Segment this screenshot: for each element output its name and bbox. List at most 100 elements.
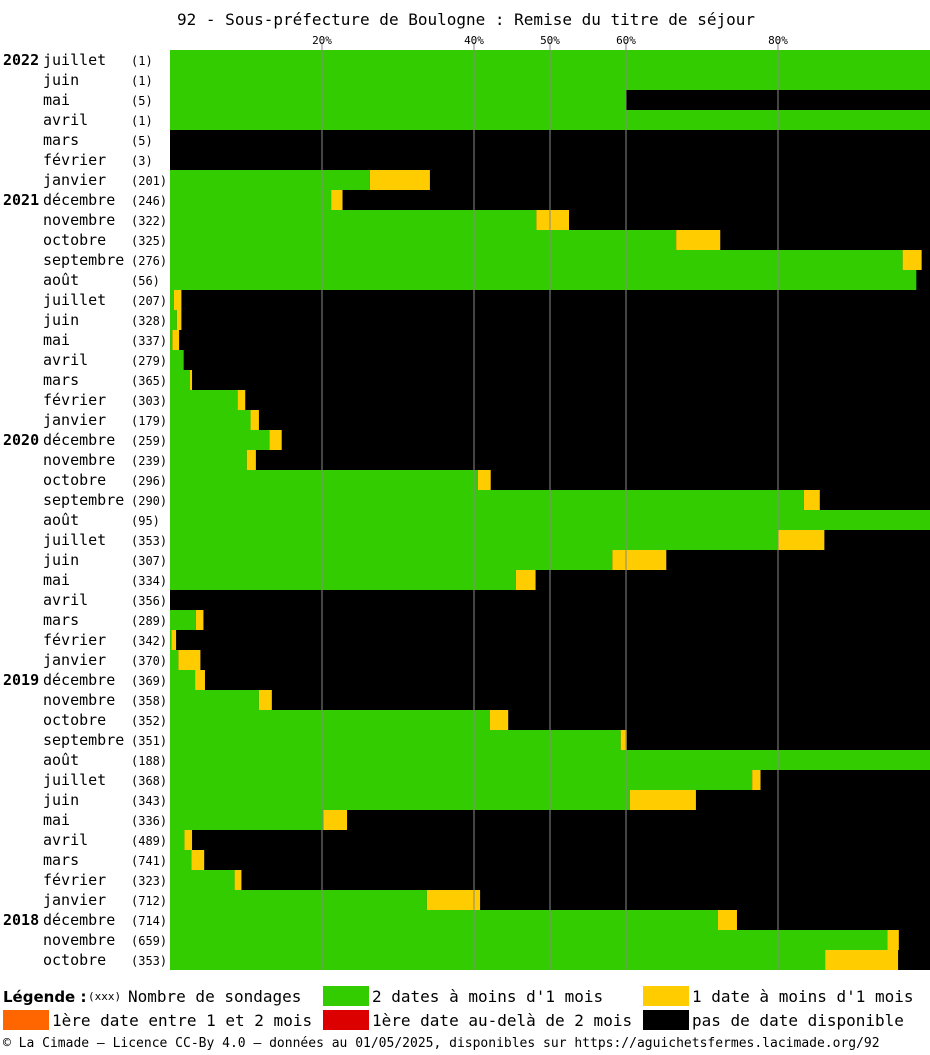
- count-label: (279): [131, 354, 167, 368]
- count-label: (370): [131, 654, 167, 668]
- month-label: décembre: [43, 671, 115, 689]
- count-label: (712): [131, 894, 167, 908]
- count-label: (3): [131, 154, 153, 168]
- month-label: avril: [43, 351, 88, 369]
- bar-green: [170, 570, 516, 590]
- bar-yellow: [620, 730, 627, 750]
- bar-green: [170, 890, 427, 910]
- month-label: mars: [43, 131, 79, 149]
- bar-yellow: [234, 870, 242, 890]
- bar-green: [170, 910, 718, 930]
- bar-yellow: [612, 550, 667, 570]
- month-label: septembre: [43, 251, 124, 269]
- count-label: (369): [131, 674, 167, 688]
- count-label: (358): [131, 694, 167, 708]
- bar-yellow: [323, 810, 348, 830]
- month-label: novembre: [43, 451, 115, 469]
- count-label: (289): [131, 614, 167, 628]
- legend-orange-label: 1ère date entre 1 et 2 mois: [52, 1011, 313, 1030]
- legend-black-label: pas de date disponible: [692, 1011, 904, 1030]
- month-label: mai: [43, 571, 70, 589]
- month-label: octobre: [43, 231, 106, 249]
- bar-green: [170, 810, 324, 830]
- year-label: 2020: [3, 431, 39, 449]
- count-label: (5): [131, 94, 153, 108]
- year-label: 2021: [3, 191, 39, 209]
- month-label: août: [43, 751, 79, 769]
- month-label: février: [43, 871, 106, 889]
- legend-count-label: Nombre de sondages: [128, 987, 302, 1006]
- legend-title: Légende :: [3, 988, 87, 1006]
- month-label: juillet: [43, 51, 106, 69]
- legend-green-swatch: [323, 986, 369, 1006]
- month-label: avril: [43, 591, 88, 609]
- bar-green: [170, 330, 173, 350]
- bar-yellow: [195, 670, 205, 690]
- legend-red-swatch: [323, 1010, 369, 1030]
- bar-green: [170, 310, 177, 330]
- bar-yellow: [246, 450, 256, 470]
- bar-yellow: [489, 710, 509, 730]
- count-label: (259): [131, 434, 167, 448]
- x-tick-label: 80%: [768, 34, 788, 47]
- bar-green: [170, 370, 190, 390]
- bar-yellow: [477, 470, 491, 490]
- count-label: (356): [131, 594, 167, 608]
- count-label: (290): [131, 494, 167, 508]
- count-label: (1): [131, 54, 153, 68]
- bar-yellow: [237, 390, 246, 410]
- count-label: (307): [131, 554, 167, 568]
- legend-row-1: Légende : (xxx) Nombre de sondages 2 dat…: [0, 986, 930, 1008]
- bar-yellow: [178, 650, 201, 670]
- bar-green: [170, 90, 626, 110]
- month-label: août: [43, 271, 79, 289]
- bar-green: [170, 650, 179, 670]
- month-label: juillet: [43, 531, 106, 549]
- month-label: mars: [43, 371, 79, 389]
- month-label: octobre: [43, 471, 106, 489]
- month-label: avril: [43, 831, 88, 849]
- month-label: janvier: [43, 891, 106, 909]
- month-label: janvier: [43, 171, 106, 189]
- bar-yellow: [195, 610, 204, 630]
- bar-yellow: [536, 210, 569, 230]
- count-label: (343): [131, 794, 167, 808]
- month-label: septembre: [43, 731, 124, 749]
- count-label: (207): [131, 294, 167, 308]
- bar-yellow: [250, 410, 259, 430]
- chart-svg: 92 - Sous-préfecture de Boulogne : Remis…: [3, 10, 930, 970]
- bar-green: [170, 390, 238, 410]
- month-label: juillet: [43, 291, 106, 309]
- count-label: (351): [131, 734, 167, 748]
- bar-green: [170, 470, 478, 490]
- month-label: février: [43, 631, 106, 649]
- legend-green-label: 2 dates à moins d'1 mois: [372, 987, 604, 1006]
- bar-green: [170, 550, 613, 570]
- x-tick-label: 60%: [616, 34, 636, 47]
- legend-black-swatch: [643, 1010, 689, 1030]
- x-tick-label: 50%: [540, 34, 560, 47]
- bar-green: [170, 230, 677, 250]
- bar-green: [170, 850, 192, 870]
- bar-yellow: [902, 250, 922, 270]
- legend-orange-swatch: [3, 1010, 49, 1030]
- month-label: juin: [43, 551, 79, 569]
- bar-green: [170, 250, 903, 270]
- count-label: (303): [131, 394, 167, 408]
- bar-green: [170, 730, 621, 750]
- bar-yellow: [426, 890, 481, 910]
- bar-green: [170, 290, 174, 310]
- bar-yellow: [676, 230, 721, 250]
- bar-green: [170, 870, 235, 890]
- month-label: février: [43, 151, 106, 169]
- count-label: (95): [131, 514, 160, 528]
- bar-yellow: [369, 170, 430, 190]
- month-label: novembre: [43, 211, 115, 229]
- month-label: janvier: [43, 651, 106, 669]
- x-tick-label: 20%: [312, 34, 332, 47]
- count-label: (489): [131, 834, 167, 848]
- count-label: (714): [131, 914, 167, 928]
- bar-yellow: [176, 310, 182, 330]
- month-label: octobre: [43, 951, 106, 969]
- month-label: octobre: [43, 711, 106, 729]
